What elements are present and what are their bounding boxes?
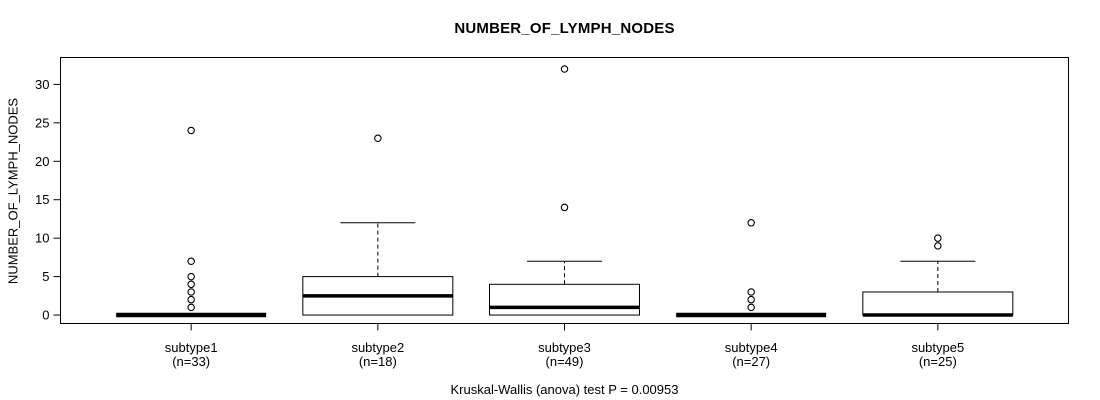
y-tick-label: 25 — [35, 115, 49, 130]
outlier-point — [747, 295, 755, 304]
outlier-point — [187, 126, 195, 135]
outlier-point — [187, 288, 195, 296]
outlier-point — [374, 134, 382, 142]
y-tick-label: 15 — [35, 192, 49, 207]
outlier-point — [187, 295, 195, 304]
box-rect — [862, 291, 1014, 316]
x-tick-label: subtype2 — [351, 340, 404, 355]
outlier-point — [934, 234, 942, 242]
outlier-point — [747, 219, 755, 227]
x-tick-label: subtype4 — [725, 340, 778, 355]
outlier-point — [560, 65, 569, 73]
outlier-point — [934, 242, 942, 250]
outlier-point — [187, 257, 195, 265]
y-tick-label: 5 — [42, 269, 49, 284]
outlier-point — [560, 203, 569, 212]
x-tick-label: subtype1 — [165, 340, 218, 355]
outlier-point — [187, 272, 195, 281]
y-tick-label: 0 — [42, 308, 49, 323]
y-tick-label: 30 — [35, 77, 49, 92]
box-rect — [489, 283, 640, 316]
x-tick-label: subtype3 — [538, 340, 591, 355]
x-tick-label: subtype5 — [911, 340, 964, 355]
x-tick-sublabel: (n=49) — [546, 354, 584, 369]
outlier-point — [747, 303, 755, 312]
x-tick-sublabel: (n=27) — [732, 354, 770, 369]
y-tick-label: 20 — [35, 154, 49, 169]
y-tick-label: 10 — [35, 231, 49, 246]
x-tick-sublabel: (n=18) — [359, 354, 397, 369]
outlier-point — [187, 303, 195, 312]
chart-title: NUMBER_OF_LYMPH_NODES — [454, 20, 675, 37]
x-tick-sublabel: (n=33) — [172, 354, 210, 369]
outlier-point — [747, 288, 755, 296]
outlier-point — [187, 280, 195, 289]
stat-test-caption: Kruskal-Wallis (anova) test P = 0.00953 — [450, 382, 679, 397]
x-tick-sublabel: (n=25) — [919, 354, 957, 369]
